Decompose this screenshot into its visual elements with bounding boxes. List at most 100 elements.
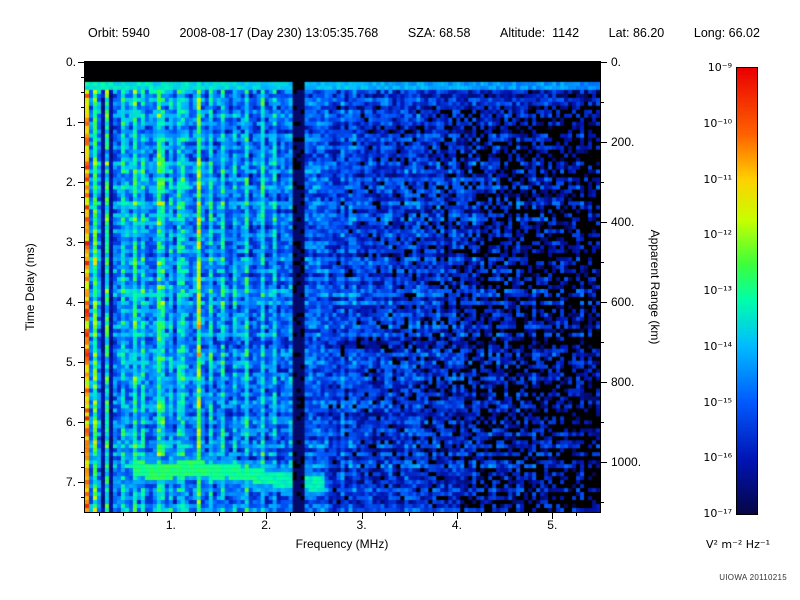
x-major-tick xyxy=(170,512,172,519)
y-tick-label: 7. xyxy=(65,475,76,489)
x-axis-title: Frequency (MHz) xyxy=(295,537,389,551)
colorbar-tick-label: 10⁻¹⁷ xyxy=(703,507,732,520)
y-minor-tick xyxy=(81,347,85,348)
y-minor-tick xyxy=(81,437,85,438)
colorbar-tick-label: 10⁻¹³ xyxy=(703,284,732,297)
y-minor-tick xyxy=(81,332,85,333)
x-minor-tick xyxy=(409,512,411,516)
y-minor-tick xyxy=(81,212,85,213)
latitude-value: Lat: 86.20 xyxy=(608,26,665,40)
y-tick-label: 4. xyxy=(65,295,76,309)
range-major-tick xyxy=(600,382,607,383)
y-major-tick xyxy=(78,182,85,183)
range-tick-label: 200. xyxy=(611,135,635,149)
range-minor-tick xyxy=(600,342,604,343)
longitude-value: Long: 66.02 xyxy=(693,26,760,40)
x-tick-label: 4. xyxy=(451,518,462,532)
range-tick-label: 1000. xyxy=(611,455,642,469)
range-minor-tick xyxy=(600,182,604,183)
colorbar-units-label: V² m⁻² Hz⁻¹ xyxy=(705,538,771,551)
range-major-tick xyxy=(600,62,607,63)
y-minor-tick xyxy=(81,407,85,408)
x-minor-tick xyxy=(194,512,196,516)
range-minor-tick xyxy=(600,262,604,263)
x-tick-label: 1. xyxy=(165,518,176,532)
x-minor-tick xyxy=(218,512,220,516)
y-minor-tick xyxy=(81,272,85,273)
range-tick-label: 0. xyxy=(611,55,622,69)
y-minor-tick xyxy=(81,467,85,468)
x-minor-tick xyxy=(337,512,339,516)
colorbar-tick-label: 10⁻¹⁵ xyxy=(703,395,732,409)
x-minor-tick xyxy=(385,512,387,516)
credit-text: UIOWA 20110215 xyxy=(719,573,787,582)
colorbar-tick-label: 10⁻¹⁰ xyxy=(703,116,732,130)
range-tick-label: 600. xyxy=(611,295,635,309)
x-minor-tick xyxy=(123,512,125,516)
header-bar: Orbit: 5940 2008-08-17 (Day 230) 13:05:3… xyxy=(88,26,760,40)
y-minor-tick xyxy=(81,227,85,228)
x-major-tick xyxy=(361,512,363,519)
colorbar-tick-label: 10⁻¹¹ xyxy=(703,172,732,186)
y-tick-label: 1. xyxy=(65,115,76,129)
x-minor-tick xyxy=(146,512,148,516)
range-major-tick xyxy=(600,302,607,303)
x-minor-tick xyxy=(528,512,530,516)
orbit-value: Orbit: 5940 xyxy=(88,26,150,40)
y-axis-title: Time Delay (ms) xyxy=(23,243,37,331)
range-minor-tick xyxy=(600,422,604,423)
colorbar-tick-label: 10⁻⁹ xyxy=(707,61,732,74)
x-major-tick xyxy=(552,512,554,519)
x-major-tick xyxy=(266,512,268,519)
x-tick-label: 5. xyxy=(547,518,558,532)
y-major-tick xyxy=(78,362,85,363)
spectrogram-frame xyxy=(85,62,600,512)
x-tick-label: 2. xyxy=(261,518,272,532)
y-tick-label: 6. xyxy=(65,415,76,429)
y-tick-label: 0. xyxy=(65,55,76,69)
y-minor-tick xyxy=(81,137,85,138)
x-minor-tick xyxy=(480,512,482,516)
range-minor-tick xyxy=(600,502,604,503)
y-minor-tick xyxy=(81,257,85,258)
y-minor-tick xyxy=(81,167,85,168)
right-axis-title: Apparent Range (km) xyxy=(648,229,662,345)
y-minor-tick xyxy=(81,77,85,78)
sza-value: SZA: 68.58 xyxy=(407,26,471,40)
x-major-tick xyxy=(456,512,458,519)
range-major-tick xyxy=(600,462,607,463)
y-minor-tick xyxy=(81,197,85,198)
x-minor-tick xyxy=(504,512,506,516)
y-major-tick xyxy=(78,302,85,303)
y-major-tick xyxy=(78,242,85,243)
y-major-tick xyxy=(78,122,85,123)
x-minor-tick xyxy=(242,512,244,516)
colorbar-canvas xyxy=(737,68,757,514)
y-minor-tick xyxy=(81,107,85,108)
y-tick-label: 5. xyxy=(65,355,76,369)
colorbar-tick-label: 10⁻¹⁶ xyxy=(703,451,732,465)
y-minor-tick xyxy=(81,287,85,288)
y-minor-tick xyxy=(81,152,85,153)
y-minor-tick xyxy=(81,452,85,453)
x-tick-label: 3. xyxy=(356,518,367,532)
range-tick-label: 800. xyxy=(611,375,635,389)
y-tick-label: 2. xyxy=(65,175,76,189)
range-major-tick xyxy=(600,142,607,143)
y-major-tick xyxy=(78,422,85,423)
y-minor-tick xyxy=(81,497,85,498)
y-tick-label: 3. xyxy=(65,235,76,249)
x-minor-tick xyxy=(433,512,435,516)
y-major-tick xyxy=(78,62,85,63)
colorbar-frame xyxy=(737,68,757,514)
colorbar-tick-label: 10⁻¹⁴ xyxy=(703,339,732,353)
range-minor-tick xyxy=(600,102,604,103)
y-minor-tick xyxy=(81,92,85,93)
y-minor-tick xyxy=(81,317,85,318)
spectrogram-canvas xyxy=(85,62,600,512)
y-minor-tick xyxy=(81,377,85,378)
altitude-value: Altitude: 1142 xyxy=(500,26,580,40)
y-minor-tick xyxy=(81,392,85,393)
range-tick-label: 400. xyxy=(611,215,635,229)
x-minor-tick xyxy=(576,512,578,516)
